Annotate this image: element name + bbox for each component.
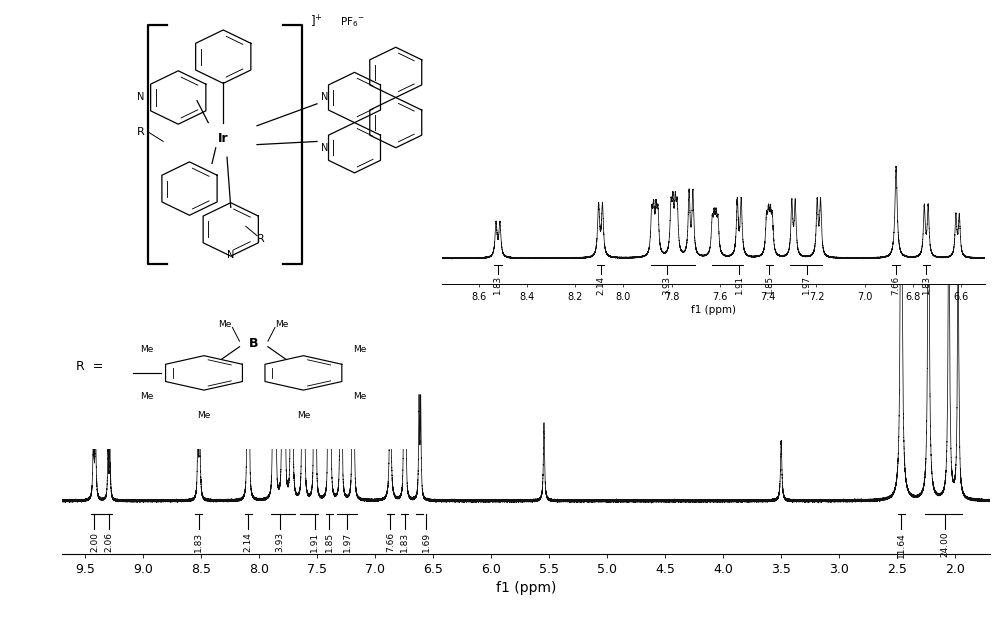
Text: 3.93: 3.93 bbox=[276, 532, 285, 552]
Text: Me: Me bbox=[354, 392, 367, 401]
Text: 1.85: 1.85 bbox=[325, 532, 334, 552]
Text: Me: Me bbox=[141, 392, 154, 401]
Text: Me: Me bbox=[219, 320, 232, 329]
Text: 24.00: 24.00 bbox=[940, 532, 949, 558]
Text: 7.66: 7.66 bbox=[386, 532, 395, 552]
Text: R: R bbox=[137, 127, 144, 137]
Text: R  =: R = bbox=[76, 360, 104, 372]
Text: 1.69: 1.69 bbox=[422, 532, 431, 552]
Text: 2.00: 2.00 bbox=[90, 532, 99, 552]
Text: Me: Me bbox=[275, 320, 289, 329]
Text: 2.14: 2.14 bbox=[244, 532, 253, 552]
Text: Me: Me bbox=[197, 411, 211, 420]
Text: R: R bbox=[257, 234, 265, 244]
Text: 1.97: 1.97 bbox=[343, 532, 352, 552]
Text: Me: Me bbox=[354, 345, 367, 354]
Text: Me: Me bbox=[297, 411, 310, 420]
Text: 11.64: 11.64 bbox=[897, 532, 906, 558]
Text: N: N bbox=[321, 143, 328, 153]
Text: N: N bbox=[227, 249, 234, 260]
Text: 2.06: 2.06 bbox=[104, 532, 113, 552]
Text: N: N bbox=[137, 92, 144, 103]
Text: B: B bbox=[249, 337, 258, 351]
Text: Ir: Ir bbox=[218, 132, 229, 145]
Text: N: N bbox=[321, 92, 328, 103]
Text: 1.83: 1.83 bbox=[194, 532, 203, 552]
X-axis label: f1 (ppm): f1 (ppm) bbox=[496, 581, 556, 595]
Text: $]^{+}$: $]^{+}$ bbox=[310, 14, 322, 30]
Text: 1.83: 1.83 bbox=[400, 532, 409, 552]
Text: 1.91: 1.91 bbox=[310, 532, 319, 552]
Text: PF$_6$$^{-}$: PF$_6$$^{-}$ bbox=[340, 15, 364, 29]
Text: Me: Me bbox=[141, 345, 154, 354]
